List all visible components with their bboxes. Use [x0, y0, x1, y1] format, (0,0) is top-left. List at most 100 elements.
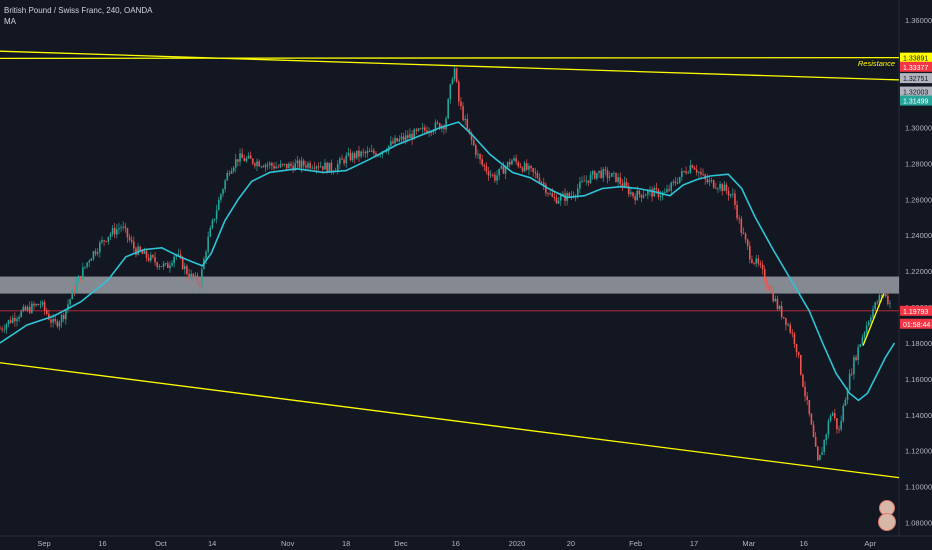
candle-body: [39, 304, 42, 306]
candle-body: [687, 172, 690, 174]
time-tick-label: 14: [208, 539, 216, 548]
candle-body: [610, 173, 613, 177]
moving-average-line: [0, 121, 896, 402]
candle-body: [785, 318, 787, 325]
candle-body: [54, 318, 57, 322]
candle-body: [623, 182, 626, 187]
candle-body: [213, 218, 216, 221]
candle-body: [241, 153, 243, 159]
candle-body: [776, 298, 779, 309]
candle-body: [77, 276, 80, 282]
candle-body: [52, 318, 54, 323]
candle-body: [173, 256, 175, 264]
candle-body: [670, 182, 673, 191]
candle-body: [555, 197, 558, 204]
candle-body: [147, 257, 150, 261]
avatar-icon[interactable]: [878, 513, 896, 531]
time-tick-label: Sep: [37, 539, 50, 548]
candle-body: [466, 118, 469, 129]
candle-body: [356, 150, 358, 159]
candle-body: [260, 166, 263, 168]
candle-body: [734, 193, 736, 205]
price-tick-label: 1.18000: [905, 339, 932, 348]
candle-body: [133, 241, 135, 249]
candle-body: [604, 169, 607, 171]
candle-body: [402, 136, 405, 141]
candle-body: [430, 132, 432, 133]
candle-body: [113, 228, 116, 235]
candle-body: [589, 174, 592, 183]
candle-body: [426, 130, 428, 134]
candle-body: [415, 129, 418, 131]
candle-body: [842, 405, 845, 421]
candle-body: [865, 325, 868, 333]
candle-body: [300, 160, 303, 168]
candle-body: [65, 309, 67, 320]
candle-body: [209, 227, 212, 237]
candle-body: [305, 165, 307, 168]
candle-body: [600, 170, 602, 178]
candle-body: [712, 180, 715, 188]
price-label-box: [900, 61, 932, 72]
candle-body: [360, 151, 362, 157]
candle-body: [827, 420, 830, 435]
candle-body: [468, 128, 471, 134]
candle-body: [50, 319, 52, 323]
candle-body: [237, 159, 239, 162]
candle-body: [749, 246, 751, 260]
candle-body: [313, 167, 316, 169]
price-label-text: 1.33891: [903, 56, 928, 63]
candle-body: [443, 125, 445, 130]
candle-body: [409, 134, 411, 138]
candle-body: [275, 166, 277, 169]
candle-body: [311, 167, 314, 169]
candle-body: [107, 236, 110, 242]
candle-body: [94, 251, 97, 254]
candle-body: [73, 289, 76, 293]
price-label-box: [900, 305, 932, 316]
candle-body: [145, 250, 148, 258]
candle-body: [540, 181, 543, 183]
trendline-short: [862, 293, 885, 346]
candle-body: [328, 162, 331, 172]
candle-body: [884, 294, 887, 296]
candle-body: [413, 129, 416, 140]
candle-body: [86, 262, 88, 267]
candle-body: [249, 155, 252, 159]
candle-body: [217, 199, 220, 211]
candle-body: [772, 290, 774, 302]
trendline-layer[interactable]: [0, 50, 900, 479]
candle-body: [759, 263, 762, 265]
candle-body: [436, 122, 439, 124]
candle-body: [194, 275, 197, 278]
candle-body: [521, 167, 524, 172]
candle-body: [45, 310, 48, 314]
candle-body: [126, 228, 129, 238]
candle-body: [568, 193, 571, 197]
candle-body: [802, 374, 804, 387]
time-axis[interactable]: Sep 16 Oct 14 Nov 18 Dec 16 2020 20 Feb 17 Mar 16 Apr: [37, 539, 876, 548]
candle-body: [732, 193, 734, 195]
candle-body: [128, 237, 131, 240]
candle-body: [870, 317, 872, 322]
candle-body: [343, 159, 345, 164]
annotations-layer: Resistance: [858, 59, 895, 68]
candle-body: [797, 352, 800, 356]
candle-body: [283, 163, 286, 165]
candle-body: [863, 332, 866, 338]
indicator-label[interactable]: MA: [4, 17, 16, 26]
candle-body: [296, 160, 299, 164]
candle-body: [211, 220, 214, 228]
candle-body: [481, 159, 483, 165]
candle-body: [740, 218, 743, 233]
candle-body: [75, 281, 78, 293]
candle-body: [867, 321, 870, 326]
candle-body: [689, 165, 692, 173]
candle-body: [542, 182, 545, 185]
price-label-text: 1.32751: [903, 76, 928, 83]
candle-body: [708, 180, 711, 183]
candle-body: [290, 163, 292, 166]
candle-body: [254, 163, 256, 166]
candle-body: [528, 165, 530, 170]
